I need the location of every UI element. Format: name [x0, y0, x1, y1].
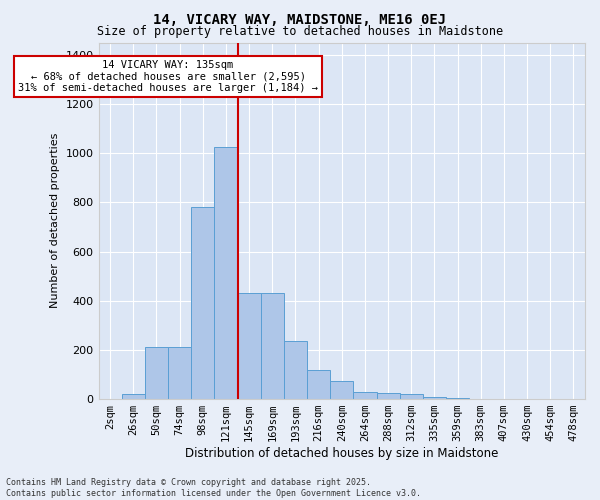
Y-axis label: Number of detached properties: Number of detached properties [50, 133, 60, 308]
Bar [191, 208, 214, 399]
Text: Size of property relative to detached houses in Maidstone: Size of property relative to detached ho… [97, 25, 503, 38]
Bar [307, 370, 330, 399]
Bar [446, 398, 469, 399]
Text: Contains HM Land Registry data © Crown copyright and database right 2025.
Contai: Contains HM Land Registry data © Crown c… [6, 478, 421, 498]
Text: 14, VICARY WAY, MAIDSTONE, ME16 0EJ: 14, VICARY WAY, MAIDSTONE, ME16 0EJ [154, 12, 446, 26]
Text: 14 VICARY WAY: 135sqm
← 68% of detached houses are smaller (2,595)
31% of semi-d: 14 VICARY WAY: 135sqm ← 68% of detached … [18, 60, 318, 93]
Bar [400, 394, 423, 399]
Bar [353, 392, 377, 399]
Bar [330, 380, 353, 399]
Bar [238, 294, 261, 399]
Bar [168, 348, 191, 399]
Bar [261, 294, 284, 399]
Bar [284, 342, 307, 399]
Bar [377, 393, 400, 399]
Bar [145, 348, 168, 399]
Bar [423, 396, 446, 399]
Bar [122, 394, 145, 399]
Bar [214, 147, 238, 399]
X-axis label: Distribution of detached houses by size in Maidstone: Distribution of detached houses by size … [185, 447, 499, 460]
